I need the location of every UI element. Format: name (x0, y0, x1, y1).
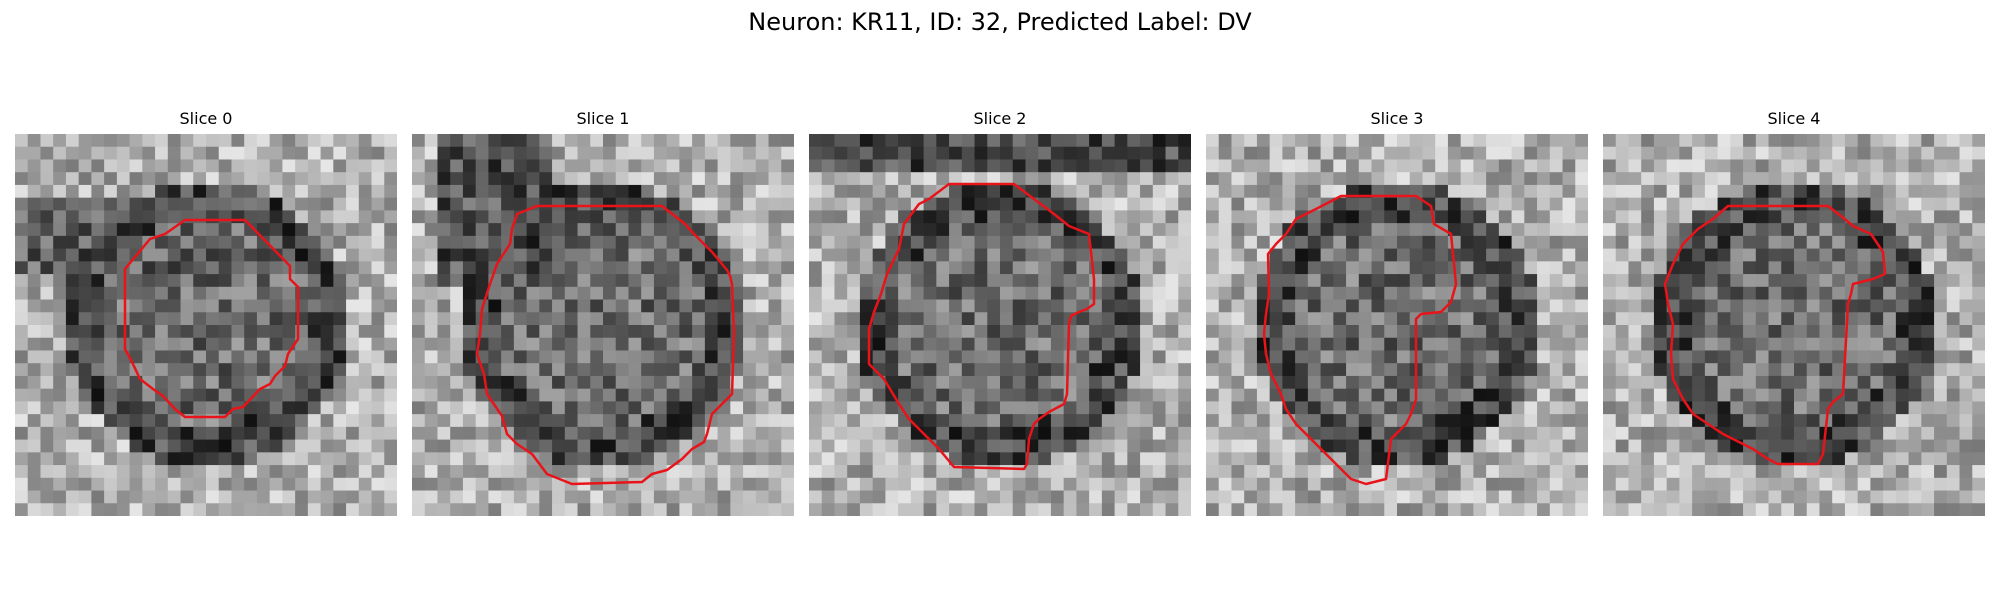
slice-title: Slice 0 (179, 109, 233, 128)
slice-image (1206, 134, 1588, 516)
slice-image (809, 134, 1191, 516)
slice-panel-1: Slice 1 (412, 109, 794, 516)
roi-outline (1262, 194, 1458, 486)
slice-title: Slice 3 (1370, 109, 1424, 128)
slice-panel-2: Slice 2 (809, 109, 1191, 516)
roi-outline (867, 182, 1096, 471)
slice-panel-3: Slice 3 (1206, 109, 1588, 516)
slice-title: Slice 4 (1767, 109, 1821, 128)
figure-title: Neuron: KR11, ID: 32, Predicted Label: D… (748, 8, 1252, 36)
slice-image (1603, 134, 1985, 516)
roi-outline (475, 204, 736, 486)
slice-image (412, 134, 794, 516)
slice-title: Slice 1 (576, 109, 630, 128)
roi-outline (123, 218, 300, 419)
slice-title: Slice 2 (973, 109, 1027, 128)
slice-panel-4: Slice 4 (1603, 109, 1985, 516)
slice-image (15, 134, 397, 516)
roi-outline (1663, 204, 1887, 466)
slice-panel-0: Slice 0 (15, 109, 397, 516)
